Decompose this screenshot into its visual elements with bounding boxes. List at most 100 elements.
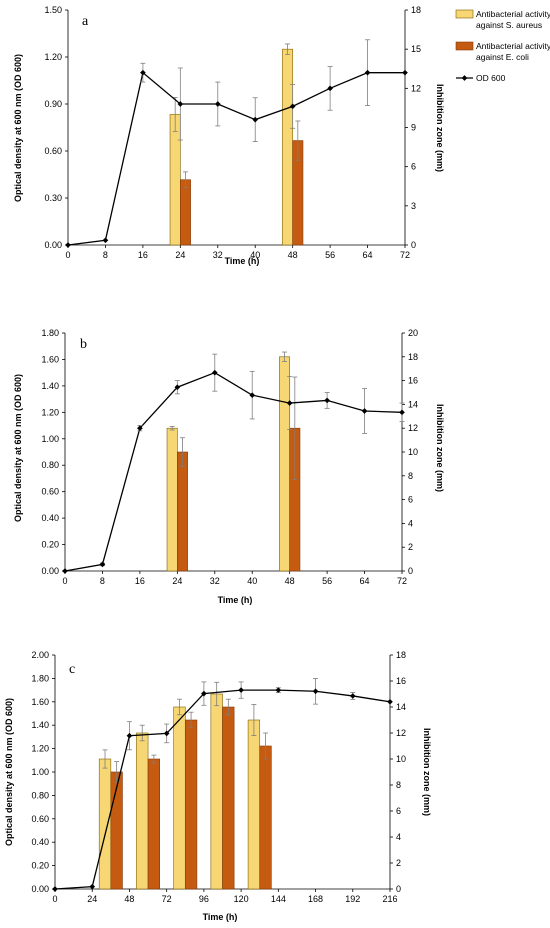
y-tick-label: 1.40	[41, 381, 59, 391]
x-tick-label: 72	[162, 894, 172, 904]
y2-tick-label: 2	[408, 542, 413, 552]
legend-label-e-coli-line1: Antibacterial activity	[476, 41, 550, 51]
legend-label-e-coli-line2: against E. coli	[476, 52, 529, 62]
x-tick-label: 48	[288, 250, 298, 260]
x-tick-label: 32	[213, 250, 223, 260]
od-point	[402, 69, 408, 76]
plot-area-b: 0.00 0.20 0.40 0.60 0.80 1.00 1.20 1.40 1.60 1.80…	[41, 328, 418, 586]
od-point	[361, 408, 368, 414]
y2-tick-label: 4	[408, 518, 413, 528]
y2-tick-label: 20	[408, 328, 418, 338]
plot-area-a: 0.00 0.30 0.60 0.90 1.20 1.50 0 3 6 9 12 15 18 0 8 16 24…	[44, 5, 421, 260]
y2-tick-label: 8	[408, 471, 413, 481]
od-point	[140, 69, 146, 76]
x-tick-label: 48	[124, 894, 134, 904]
od-point	[275, 687, 282, 693]
x-tick-label: 72	[400, 250, 410, 260]
legend-swatch-s-aureus	[455, 9, 474, 19]
y-tick-label: 0.00	[41, 566, 59, 576]
od-point	[387, 698, 393, 705]
y2-tick-label: 18	[411, 5, 421, 15]
bar-s-aureus	[247, 719, 261, 890]
y-tick-label: 1.20	[41, 407, 59, 417]
y-axis-label-c: Optical density at 600 nm (OD 600)	[4, 698, 14, 846]
x-axis-label-a: Time (h)	[225, 256, 260, 266]
x-tick-label: 24	[172, 576, 182, 586]
x-axis-label-b: Time (h)	[218, 595, 253, 605]
y-axis-label-b: Optical density at 600 nm (OD 600)	[13, 374, 23, 522]
x-axis-label-c: Time (h)	[203, 912, 238, 922]
x-tick-label: 24	[175, 250, 185, 260]
y2-tick-label: 10	[396, 754, 406, 764]
od-line	[67, 71, 405, 246]
y2-tick-label: 2	[396, 858, 401, 868]
x-tick-label: 8	[103, 250, 108, 260]
y2-tick-label: 14	[396, 702, 406, 712]
y-tick-label: 1.00	[31, 767, 49, 777]
y-tick-label: 0.20	[31, 861, 49, 871]
y-tick-label: 0.00	[44, 240, 62, 250]
bar-e-coli	[177, 451, 188, 572]
od-point	[126, 732, 133, 739]
y2-tick-label: 0	[408, 566, 413, 576]
panel-label-c: c	[69, 662, 75, 677]
od-point	[364, 69, 371, 76]
od-point	[102, 237, 109, 244]
panel-label-a: a	[82, 14, 89, 29]
y-tick-label: 0.60	[41, 487, 59, 497]
od-point	[349, 693, 356, 699]
y2-axis-label-a: Inhibition zone (mm)	[435, 84, 445, 172]
y2-tick-label: 12	[396, 728, 406, 738]
y2-tick-label: 8	[396, 780, 401, 790]
panel-label-b: b	[80, 337, 87, 352]
y2-tick-label: 12	[408, 423, 418, 433]
legend-label-s-aureus-line1: Antibacterial activity	[476, 9, 550, 19]
y2-tick-label: 0	[396, 884, 401, 894]
legend-marker-od	[461, 75, 468, 81]
x-tick-label: 24	[87, 894, 97, 904]
x-tick-label: 168	[308, 894, 323, 904]
x-tick-label: 40	[250, 250, 260, 260]
od-point	[289, 103, 296, 110]
x-tick-label: 8	[100, 576, 105, 586]
od-line	[64, 371, 403, 572]
x-tick-label: 56	[322, 576, 332, 586]
legend-swatch-e-coli	[455, 41, 474, 51]
y-tick-label: 1.80	[31, 673, 49, 683]
chart-panel-b: 0.00 0.20 0.40 0.60 0.80 1.00 1.20 1.40 1.60 1.80…	[13, 328, 445, 605]
od-point	[286, 400, 293, 406]
y-tick-label: 0.40	[41, 513, 59, 523]
bar-s-aureus	[98, 758, 112, 890]
y-tick-label: 0.60	[31, 814, 49, 824]
legend: Antibacterial activity against S. aureus…	[455, 9, 550, 83]
bar-s-aureus	[166, 427, 178, 572]
y-tick-label: 0.00	[31, 884, 49, 894]
od-point	[238, 687, 244, 693]
od-point	[174, 384, 181, 391]
od-point	[211, 369, 218, 376]
x-tick-label: 216	[382, 894, 397, 904]
bar-e-coli	[222, 706, 235, 890]
bar-e-coli	[180, 179, 191, 246]
y-tick-label: 1.50	[44, 5, 62, 15]
x-tick-label: 72	[397, 576, 407, 586]
y2-tick-label: 18	[396, 650, 406, 660]
od-point	[52, 886, 58, 892]
od-point	[177, 101, 184, 107]
x-tick-label: 16	[135, 576, 145, 586]
x-tick-label: 64	[363, 250, 373, 260]
bar-s-aureus	[282, 48, 293, 246]
od-point	[252, 116, 259, 123]
od-point	[214, 101, 221, 107]
od-point	[62, 568, 68, 574]
y2-axis-label-c: Inhibition zone (mm)	[422, 728, 432, 816]
bar-e-coli	[184, 719, 198, 890]
x-tick-label: 0	[62, 576, 67, 586]
y-tick-label: 0.80	[31, 790, 49, 800]
y2-tick-label: 6	[408, 495, 413, 505]
bar-e-coli	[147, 758, 160, 890]
x-tick-label: 56	[325, 250, 335, 260]
y2-tick-label: 10	[408, 447, 418, 457]
od-point	[65, 242, 71, 248]
od-line	[54, 689, 391, 890]
